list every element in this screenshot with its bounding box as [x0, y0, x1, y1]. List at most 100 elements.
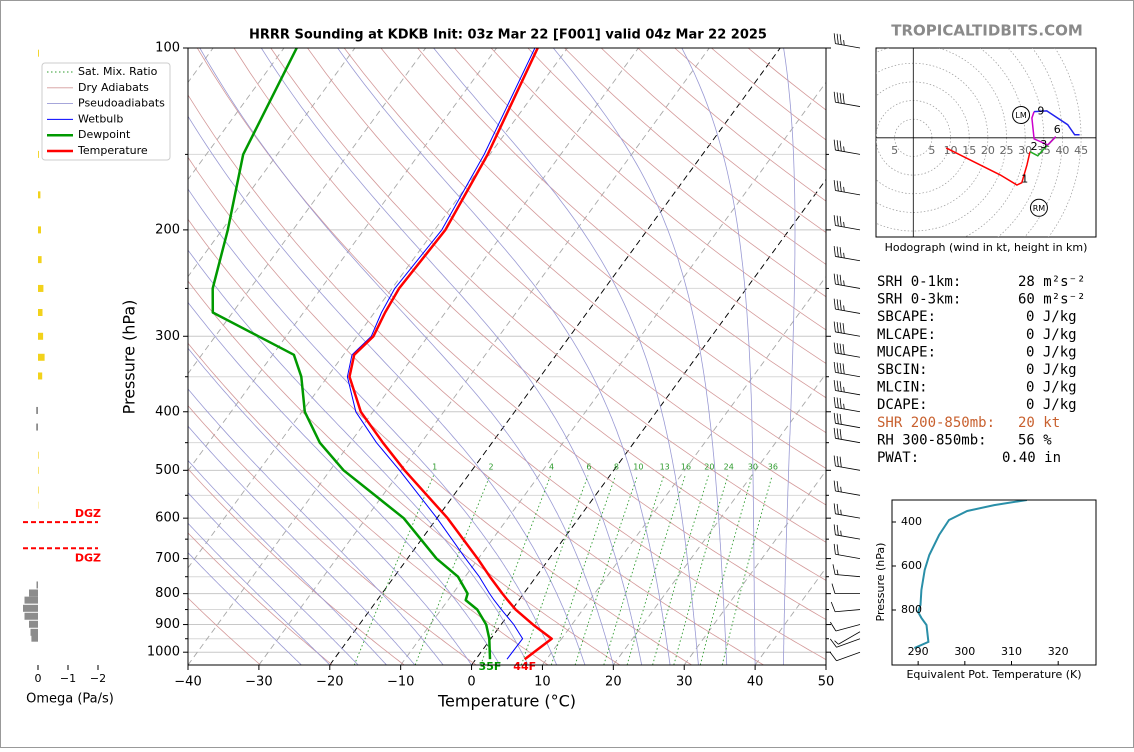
- mixing-ratio-label: 13: [660, 462, 670, 471]
- omega-bar: [36, 407, 38, 414]
- hodograph-ring-label: 40: [1055, 144, 1069, 157]
- mixing-ratio-label: 24: [724, 462, 734, 471]
- brand: TROPICALTIDBITS.COM: [891, 22, 1083, 40]
- thetae-x-tick-label: 290: [908, 645, 929, 658]
- stat-value: 60 m²s⁻²: [1018, 292, 1085, 308]
- hodograph-ring-label: 5: [891, 144, 898, 157]
- omega-bar: [38, 452, 39, 459]
- y-axis-label: Pressure (hPa): [120, 300, 139, 415]
- stat-value: 0 J/kg: [1026, 362, 1077, 378]
- stat-label: DCAPE:: [877, 397, 928, 413]
- stat-value: 0 J/kg: [1026, 397, 1077, 413]
- stat-label: SBCIN:: [877, 362, 928, 378]
- omega-bar: [38, 333, 43, 340]
- hodograph-height-label: 6: [1054, 123, 1061, 136]
- stat-label: SRH 0-3km:: [877, 292, 961, 308]
- x-tick-label: 10: [534, 675, 551, 690]
- x-tick-label: −10: [387, 675, 414, 690]
- mixing-ratio-label: 1: [432, 462, 437, 471]
- legend-label: Pseudoadiabats: [78, 97, 165, 110]
- thetae-y-tick-label: 800: [901, 603, 922, 616]
- hodograph-height-label: 1: [1021, 173, 1028, 186]
- omega-bar: [25, 597, 39, 604]
- omega-bar: [38, 256, 42, 263]
- storm-motion-label: RM: [1033, 204, 1046, 213]
- y-tick-label: 900: [155, 617, 180, 632]
- hodograph-ring-label: 15: [962, 144, 976, 157]
- stat-label: MLCIN:: [877, 380, 928, 396]
- omega-x-tick-label: 0: [35, 672, 42, 685]
- omega-bar: [38, 226, 41, 233]
- mixing-ratio-label: 16: [681, 462, 691, 471]
- thetae-x-tick-label: 310: [1001, 645, 1022, 658]
- stat-label: SBCAPE:: [877, 309, 936, 325]
- legend-label: Wetbulb: [78, 112, 123, 125]
- mixing-ratio-label: 8: [614, 462, 619, 471]
- thetae-x-tick-label: 300: [954, 645, 975, 658]
- y-tick-label: 1000: [147, 645, 180, 660]
- mixing-ratio-label: 4: [549, 462, 554, 471]
- omega-bar: [38, 309, 43, 316]
- stat-value: 0 J/kg: [1026, 344, 1077, 360]
- y-tick-label: 800: [155, 586, 180, 601]
- omega-x-tick-label: −1: [60, 672, 76, 685]
- stat-value: 0.40 in: [1002, 450, 1061, 466]
- mixing-ratio-label: 6: [586, 462, 591, 471]
- y-tick-label: 700: [155, 551, 180, 566]
- hodograph-ring-label: 45: [1074, 144, 1088, 157]
- legend-label: Dewpoint: [78, 128, 131, 141]
- y-tick-label: 300: [155, 329, 180, 344]
- x-tick-label: −40: [174, 675, 201, 690]
- y-tick-label: 600: [155, 511, 180, 526]
- omega-bar: [38, 467, 39, 474]
- stat-value: 0 J/kg: [1026, 309, 1077, 325]
- dgz-label: DGZ: [75, 507, 101, 520]
- omega-bar: [38, 354, 45, 361]
- omega-bar: [29, 589, 38, 596]
- stat-value: 20 kt: [1018, 415, 1060, 431]
- x-tick-label: 20: [605, 675, 622, 690]
- stat-label: MUCAPE:: [877, 344, 936, 360]
- thetae-x-label: Equivalent Pot. Temperature (K): [906, 668, 1081, 681]
- thetae-y-tick-label: 400: [901, 515, 922, 528]
- stat-label: RH 300-850mb:: [877, 432, 987, 448]
- omega-bar: [38, 151, 39, 158]
- stat-label: MLCAPE:: [877, 327, 936, 343]
- thetae-x-tick-label: 320: [1048, 645, 1069, 658]
- omega-bar: [25, 613, 39, 620]
- mixing-ratio-label: 36: [768, 462, 778, 471]
- omega-bar: [38, 191, 40, 198]
- stat-value: 0 J/kg: [1026, 380, 1077, 396]
- omega-bar: [38, 285, 43, 292]
- legend-label: Temperature: [77, 144, 148, 157]
- y-tick-label: 200: [155, 222, 180, 237]
- y-tick-label: 400: [155, 404, 180, 419]
- omega-bar: [38, 487, 39, 494]
- thetae-y-label: Pressure (hPa): [874, 543, 887, 622]
- thetae-y-tick-label: 600: [901, 559, 922, 572]
- y-tick-label: 100: [155, 41, 180, 56]
- hodograph-ring-label: 5: [928, 144, 935, 157]
- hodograph-ring-label: 25: [1000, 144, 1014, 157]
- stat-label: SHR 200-850mb:: [877, 415, 995, 431]
- hodograph-height-label: 3: [1040, 138, 1047, 151]
- hodograph-height-label: 2: [1031, 140, 1038, 153]
- x-tick-label: −30: [245, 675, 272, 690]
- chart-title: HRRR Sounding at KDKB Init: 03z Mar 22 […: [249, 28, 767, 43]
- x-tick-label: 40: [747, 675, 764, 690]
- x-tick-label: 50: [818, 675, 835, 690]
- omega-bar: [38, 50, 39, 57]
- mixing-ratio-label: 10: [633, 462, 643, 471]
- mixing-ratio-label: 20: [704, 462, 714, 471]
- storm-motion-label: LM: [1015, 111, 1026, 120]
- surface-annotation: 44F: [513, 660, 536, 673]
- stat-label: SRH 0-1km:: [877, 274, 961, 290]
- hodograph-caption: Hodograph (wind in kt, height in km): [885, 241, 1088, 254]
- mixing-ratio-label: 2: [489, 462, 494, 471]
- omega-axis-label: Omega (Pa/s): [26, 692, 114, 707]
- x-tick-label: 30: [676, 675, 693, 690]
- stat-value: 56 %: [1018, 432, 1052, 448]
- legend-label: Sat. Mix. Ratio: [78, 65, 158, 78]
- hodograph-height-label: 9: [1037, 105, 1044, 118]
